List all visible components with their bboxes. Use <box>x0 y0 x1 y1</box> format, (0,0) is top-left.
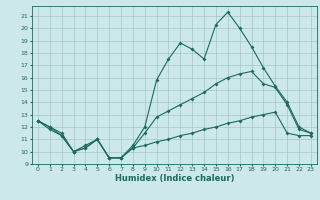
X-axis label: Humidex (Indice chaleur): Humidex (Indice chaleur) <box>115 174 234 183</box>
